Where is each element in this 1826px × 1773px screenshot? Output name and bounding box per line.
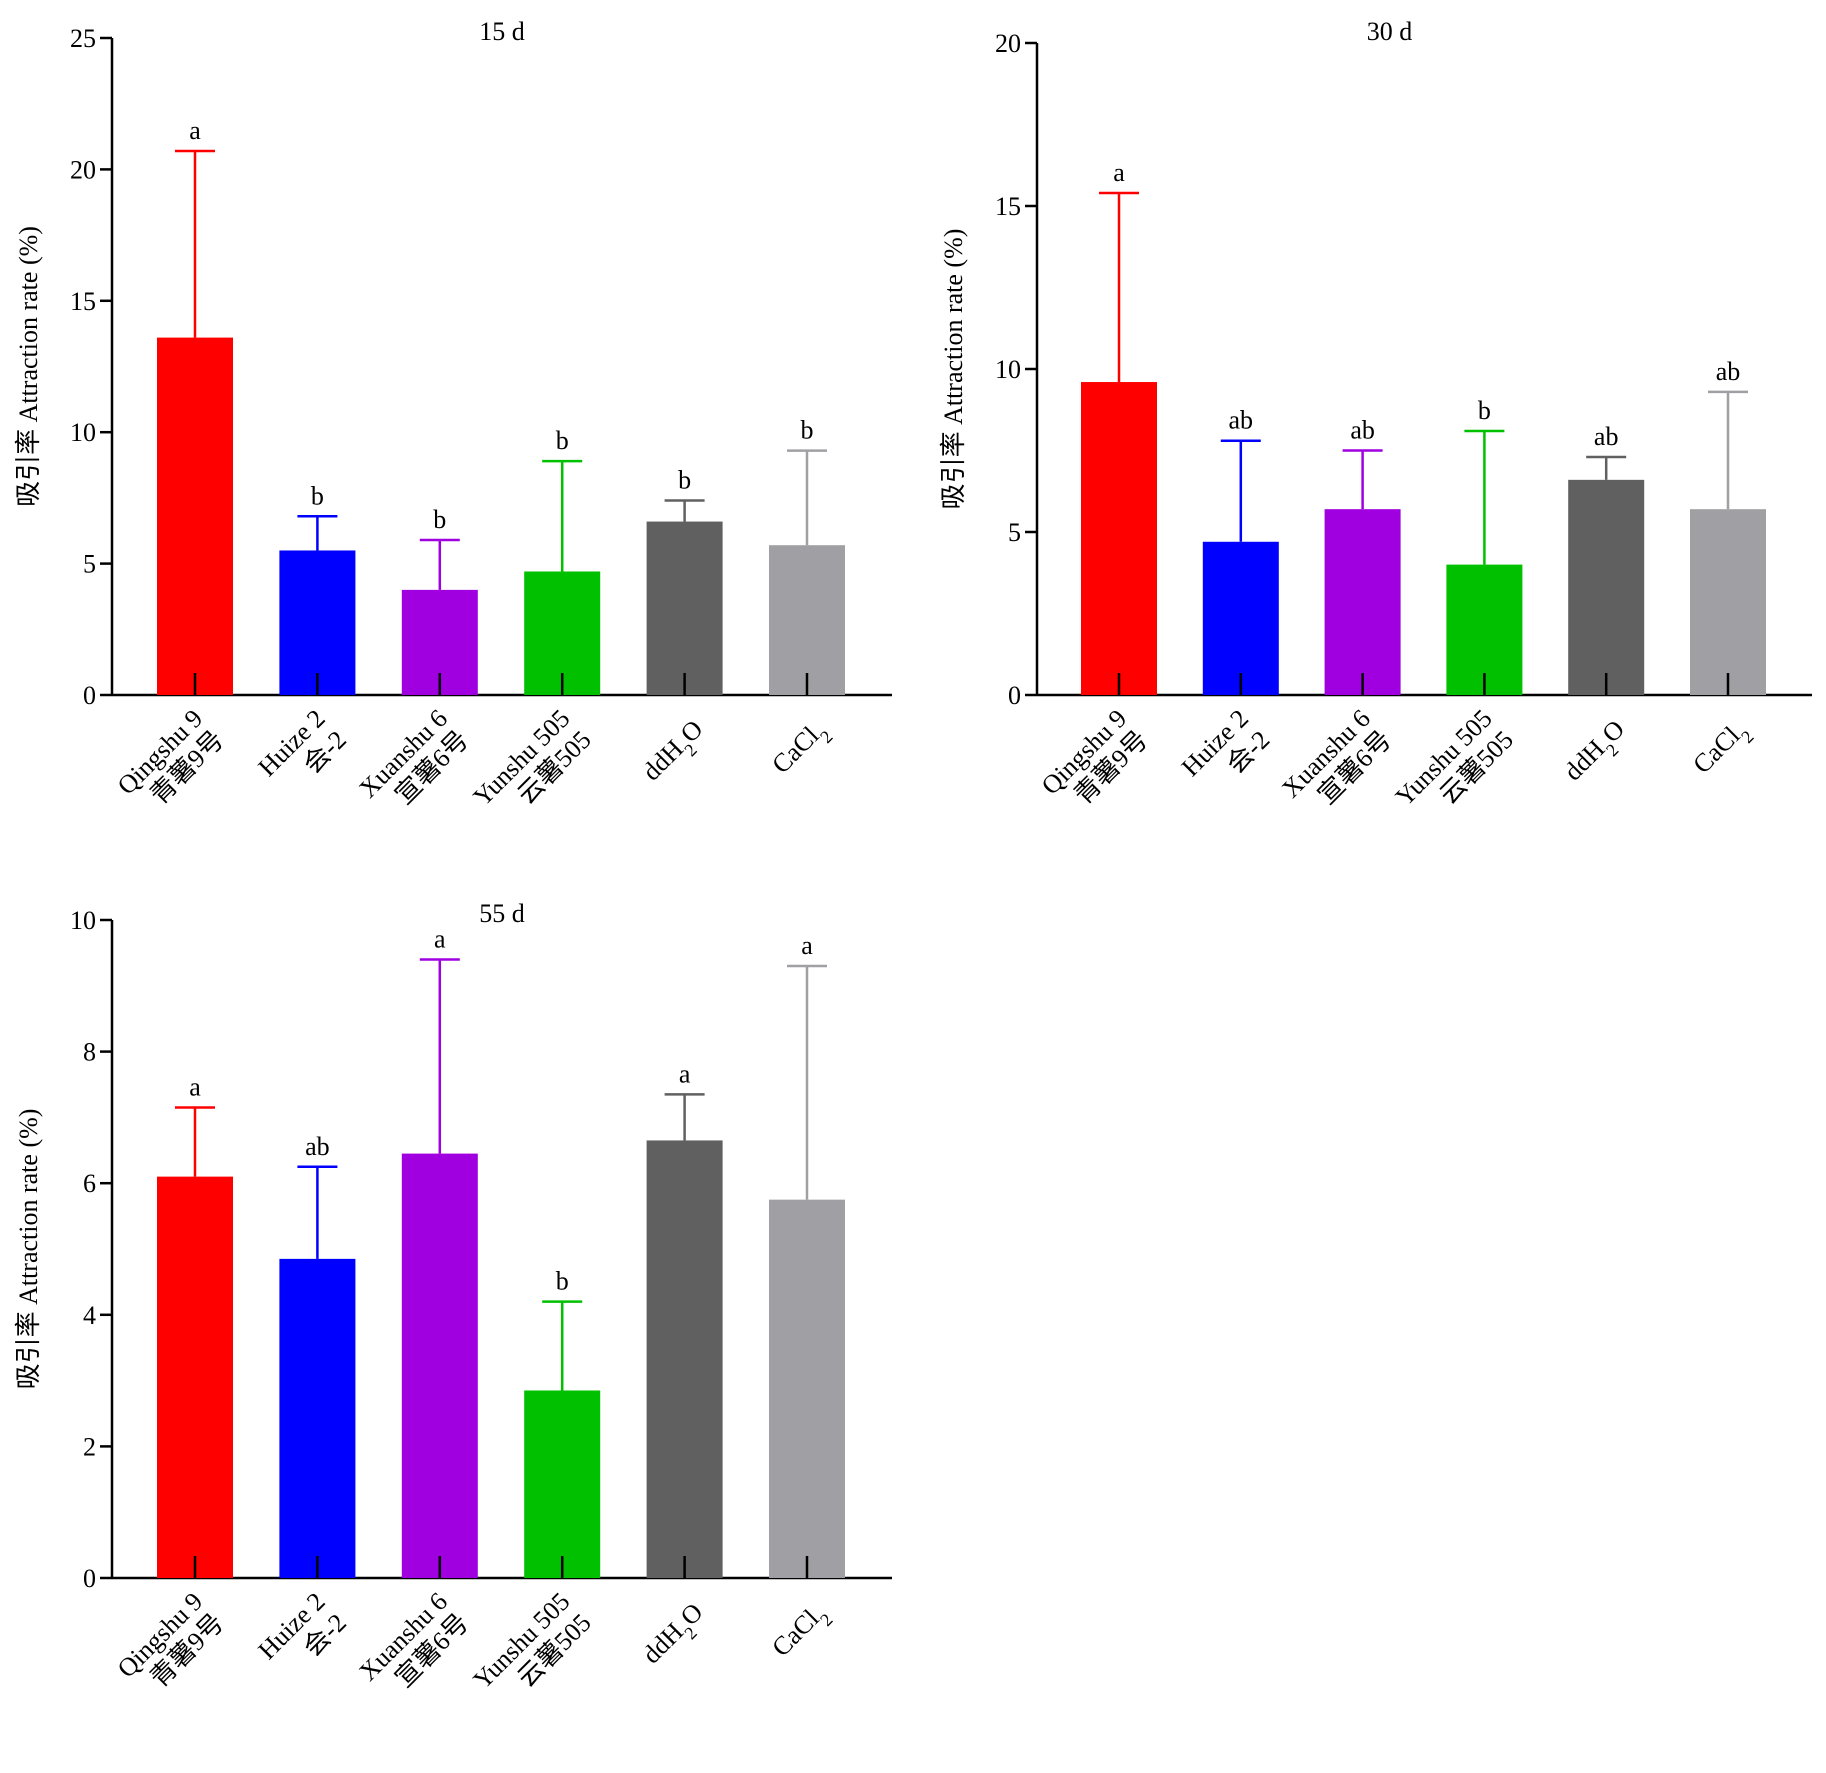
y-tick-label: 6	[83, 1169, 96, 1198]
y-tick-label: 20	[70, 155, 96, 184]
significance-label: b	[678, 466, 691, 495]
y-tick-label: 15	[70, 287, 96, 316]
chart-panel-1: 15 d 0 5 10 15 20 25 吸引率 Attraction rate (%) a 青薯…	[14, 17, 892, 812]
label-text: ddH	[637, 1617, 689, 1669]
chart-title: 15 d	[479, 17, 525, 46]
y-tick-label: 5	[83, 550, 96, 579]
y-tick-label: 2	[83, 1432, 96, 1461]
label-text: CaCl	[1687, 721, 1745, 779]
chart-title: 55 d	[479, 899, 525, 928]
significance-label: a	[189, 116, 201, 145]
label-text: ddH	[637, 734, 689, 786]
significance-label: a	[189, 1073, 201, 1102]
y-axis-title: 吸引率 Attraction rate (%)	[14, 226, 43, 507]
x-tick-label-line: ddH2O	[637, 1597, 714, 1674]
significance-label: a	[801, 931, 813, 960]
y-tick-label: 0	[83, 681, 96, 710]
y-tick-label: 20	[995, 29, 1021, 58]
bar	[769, 1199, 845, 1578]
bar	[1690, 509, 1766, 695]
significance-label: a	[1113, 158, 1125, 187]
x-tick-label: ddH2O	[1558, 714, 1635, 791]
chart-panel-3: 55 d 0 2 4 6 8 10 吸引率 Attraction rate (%) a 青薯9号Q…	[14, 899, 892, 1695]
x-tick-label-line: ddH2O	[1558, 714, 1635, 791]
y-axis-title: 吸引率 Attraction rate (%)	[14, 1109, 43, 1390]
bar	[279, 1258, 356, 1578]
significance-label: ab	[1229, 406, 1254, 435]
label-text: O	[1596, 714, 1630, 748]
chart-panel-2: 30 d 0 5 10 15 20 吸引率 Attraction rate (%) a 青薯9号…	[939, 17, 1812, 812]
bar	[279, 550, 356, 695]
y-tick-label: 25	[70, 24, 96, 53]
x-tick-label-line: CaCl2	[1687, 714, 1757, 784]
significance-label: b	[556, 426, 569, 455]
x-tick-label-line: CaCl2	[766, 1597, 836, 1667]
bar	[157, 1176, 233, 1578]
bar	[646, 1140, 723, 1578]
x-tick-label: ddH2O	[637, 714, 714, 791]
y-tick-label: 10	[70, 906, 96, 935]
bar	[1202, 541, 1279, 695]
bar	[157, 337, 233, 695]
bar	[769, 545, 845, 695]
y-tick-label: 0	[1008, 681, 1021, 710]
y-tick-label: 8	[83, 1038, 96, 1067]
label-text: CaCl	[766, 1604, 824, 1662]
significance-label: ab	[305, 1132, 330, 1161]
label-text: O	[675, 1597, 709, 1631]
bar	[401, 1153, 478, 1578]
x-tick-label: ddH2O	[637, 1597, 714, 1674]
significance-label: b	[801, 416, 814, 445]
bar	[1324, 509, 1401, 695]
significance-label: b	[1478, 396, 1491, 425]
significance-label: b	[433, 505, 446, 534]
bar	[1081, 382, 1157, 695]
y-tick-label: 5	[1008, 518, 1021, 547]
significance-label: ab	[1594, 422, 1619, 451]
label-text: ddH	[1558, 734, 1610, 786]
bar	[646, 521, 723, 695]
bar	[1568, 479, 1645, 695]
y-tick-label: 15	[995, 192, 1021, 221]
y-tick-label: 4	[83, 1301, 96, 1330]
y-tick-label: 10	[995, 355, 1021, 384]
label-text: O	[675, 714, 709, 748]
significance-label: a	[679, 1059, 691, 1088]
y-tick-label: 0	[83, 1564, 96, 1593]
x-tick-label: CaCl2	[766, 714, 836, 784]
significance-label: a	[434, 924, 446, 953]
bar	[524, 1390, 601, 1578]
significance-label: ab	[1716, 357, 1741, 386]
x-tick-label-line: ddH2O	[637, 714, 714, 791]
significance-label: b	[556, 1267, 569, 1296]
y-tick-label: 10	[70, 418, 96, 447]
x-tick-label: CaCl2	[766, 1597, 836, 1667]
significance-label: b	[311, 481, 324, 510]
y-axis-title: 吸引率 Attraction rate (%)	[939, 229, 968, 510]
chart-title: 30 d	[1367, 17, 1413, 46]
label-text: CaCl	[766, 721, 824, 779]
x-tick-label-line: CaCl2	[766, 714, 836, 784]
significance-label: ab	[1350, 416, 1375, 445]
x-tick-label: CaCl2	[1687, 714, 1757, 784]
